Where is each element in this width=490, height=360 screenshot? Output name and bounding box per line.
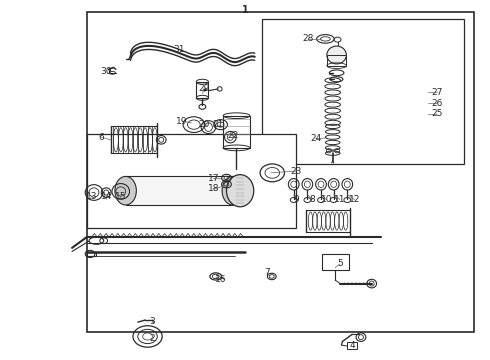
- Text: 13: 13: [86, 192, 98, 201]
- Text: 20: 20: [198, 120, 209, 129]
- Text: 16: 16: [215, 275, 226, 284]
- Bar: [196, 82, 208, 98]
- Text: 7: 7: [264, 268, 270, 277]
- Text: 29: 29: [198, 84, 209, 93]
- Text: 9: 9: [294, 195, 299, 204]
- Bar: [262, 19, 464, 164]
- Text: 12: 12: [349, 195, 360, 204]
- Text: 30: 30: [100, 67, 112, 76]
- Text: 24: 24: [310, 134, 321, 143]
- Text: 19: 19: [176, 117, 187, 126]
- Text: 11: 11: [334, 195, 346, 204]
- Text: 22: 22: [227, 131, 239, 140]
- Ellipse shape: [222, 176, 244, 205]
- Text: 26: 26: [432, 99, 443, 108]
- Text: 8: 8: [309, 195, 315, 204]
- Bar: [322, 254, 349, 270]
- Text: 28: 28: [303, 35, 314, 44]
- Text: 1: 1: [242, 5, 248, 15]
- Bar: [87, 12, 474, 332]
- Bar: [125, 176, 233, 205]
- Bar: [87, 252, 97, 256]
- Text: 2: 2: [149, 334, 155, 343]
- Ellipse shape: [327, 46, 346, 64]
- Text: 3: 3: [149, 316, 155, 325]
- Bar: [327, 55, 346, 66]
- Text: 14: 14: [100, 192, 112, 201]
- Text: 23: 23: [291, 167, 302, 176]
- Text: 21: 21: [213, 120, 224, 129]
- Ellipse shape: [115, 176, 136, 205]
- Text: 31: 31: [173, 45, 185, 54]
- Ellipse shape: [226, 175, 254, 207]
- Text: 18: 18: [208, 184, 219, 193]
- Text: 17: 17: [208, 174, 219, 183]
- Bar: [347, 342, 357, 348]
- Text: 27: 27: [432, 88, 443, 97]
- Bar: [87, 134, 296, 228]
- Text: 4: 4: [349, 341, 355, 350]
- Ellipse shape: [203, 89, 206, 91]
- Bar: [223, 116, 250, 148]
- Text: 15: 15: [115, 192, 126, 201]
- Text: 5: 5: [337, 260, 343, 269]
- Text: 6: 6: [98, 132, 104, 141]
- Text: 10: 10: [320, 195, 332, 204]
- Text: 25: 25: [432, 109, 443, 118]
